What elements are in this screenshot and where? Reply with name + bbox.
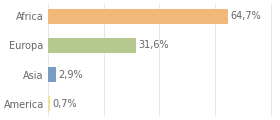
Text: 31,6%: 31,6% <box>138 40 169 50</box>
Bar <box>48 9 228 24</box>
Bar <box>48 96 50 111</box>
Text: 0,7%: 0,7% <box>52 99 77 109</box>
Bar <box>48 38 136 53</box>
Text: 2,9%: 2,9% <box>58 70 83 80</box>
Text: 64,7%: 64,7% <box>230 11 261 21</box>
Bar <box>48 67 56 82</box>
